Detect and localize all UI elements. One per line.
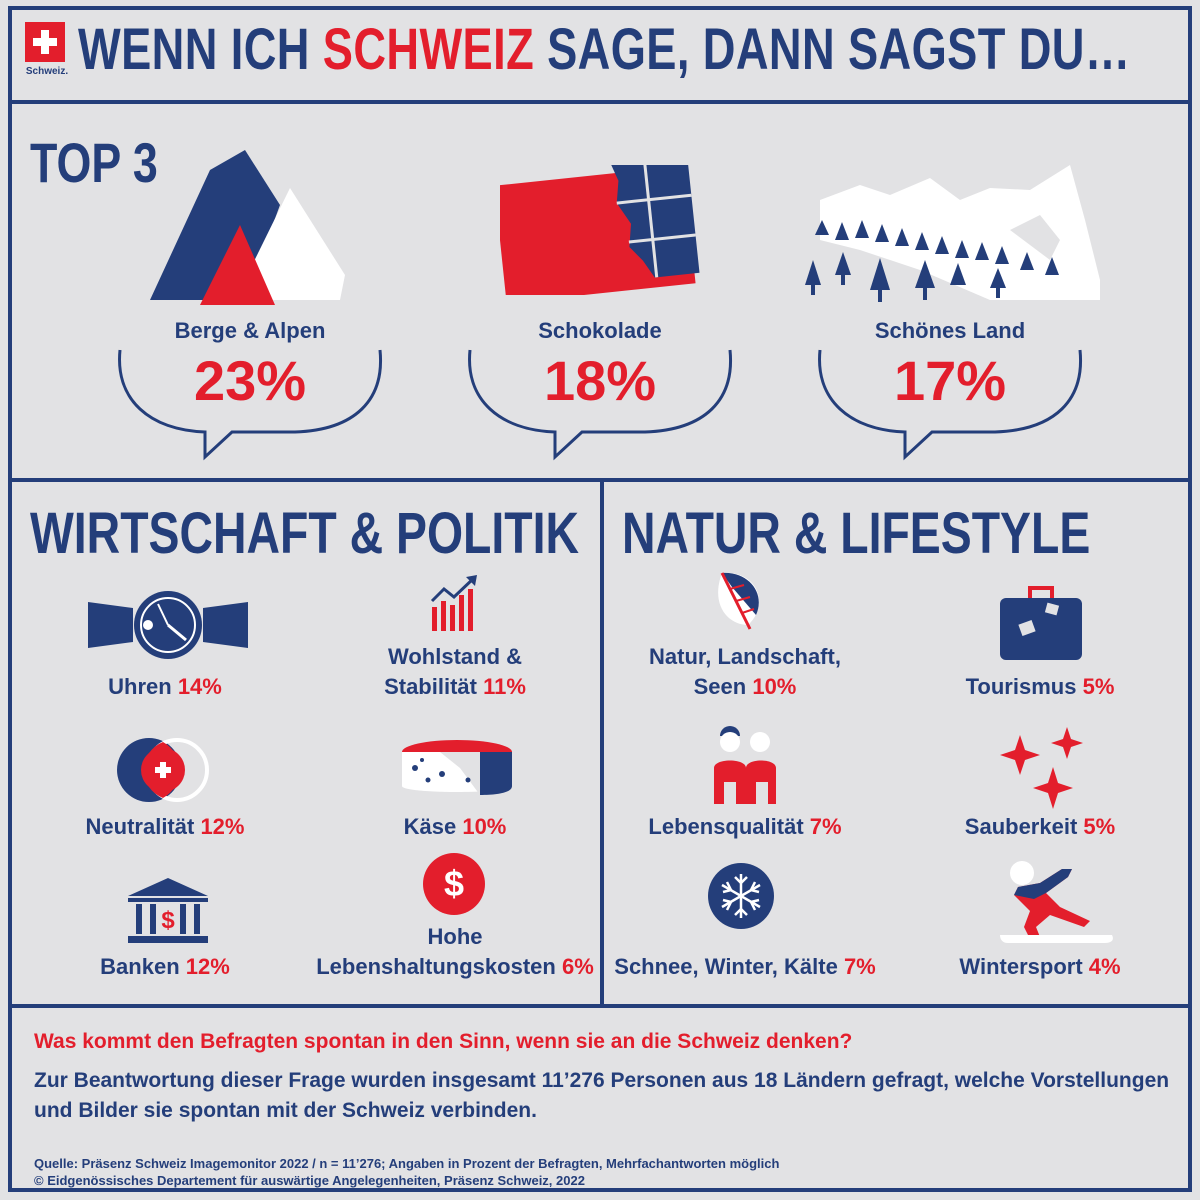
top3-label-1: Berge & Alpen — [174, 318, 326, 343]
snowflake-icon — [708, 863, 774, 929]
top3-value-3: 17% — [893, 349, 1007, 412]
people-icon — [714, 726, 776, 804]
source-note: Quelle: Präsenz Schweiz Imagemonitor 202… — [34, 1156, 780, 1171]
natur-heading: NATUR & LIFESTYLE — [622, 501, 1091, 566]
growth-chart-icon — [430, 575, 477, 631]
landscape-icon — [805, 165, 1100, 302]
item-lebensqualitaet: Lebensqualität 7% — [648, 814, 842, 839]
svg-text:$: $ — [161, 907, 175, 934]
cheese-icon — [402, 740, 512, 795]
chocolate-icon — [500, 165, 700, 295]
speech-bubble-2 — [468, 349, 733, 461]
page-title: WENN ICH SCHWEIZ SAGE, DANN SAGST DU… — [78, 17, 1131, 82]
dollar-icon: $ — [423, 853, 485, 915]
leaf-icon — [718, 572, 760, 630]
suitcase-icon — [1000, 586, 1082, 660]
item-wintersport: Wintersport 4% — [959, 954, 1121, 979]
top3-label-3: Schönes Land — [874, 318, 1026, 343]
item-tourismus: Tourismus 5% — [965, 674, 1115, 699]
survey-question: Was kommt den Befragten spontan in den S… — [34, 1030, 853, 1053]
logo-text: Schweiz. — [25, 66, 69, 77]
item-lebenshaltung: Hohe Lebenshaltungskosten 6% — [316, 924, 594, 979]
item-natur: Natur, Landschaft, Seen 10% — [649, 644, 841, 699]
top3-label-2: Schokolade — [538, 318, 662, 343]
top3-value-1: 23% — [193, 349, 307, 412]
swiss-flag-icon — [25, 22, 65, 62]
wirtschaft-heading: WIRTSCHAFT & POLITIK — [30, 501, 580, 566]
speech-bubble-3 — [818, 349, 1083, 461]
item-kaese: Käse 10% — [403, 814, 507, 839]
footer-frame — [8, 1004, 1192, 1192]
watch-icon — [88, 591, 248, 659]
copyright-note: © Eidgenössisches Departement für auswär… — [34, 1173, 585, 1188]
item-banken: Banken 12% — [100, 954, 230, 979]
neutrality-icon — [117, 738, 209, 802]
survey-description: Zur Beantwortung dieser Frage wurden ins… — [34, 1069, 1170, 1122]
mountain-icon — [150, 150, 345, 305]
sparkle-icon — [1000, 727, 1083, 809]
item-neutralitaet: Neutralität 12% — [85, 814, 245, 839]
item-uhren: Uhren 14% — [108, 674, 222, 699]
item-sauberkeit: Sauberkeit 5% — [964, 814, 1116, 839]
svg-text:$: $ — [444, 863, 464, 904]
speech-bubble-1 — [118, 349, 383, 461]
item-wohlstand: Wohlstand & Stabilität 11% — [384, 644, 526, 699]
top3-heading: TOP 3 — [30, 131, 158, 194]
item-schnee: Schnee, Winter, Kälte 7% — [614, 954, 876, 979]
bank-icon: $ — [128, 878, 208, 943]
top3-value-2: 18% — [543, 349, 657, 412]
snowboarder-icon — [1000, 861, 1113, 943]
